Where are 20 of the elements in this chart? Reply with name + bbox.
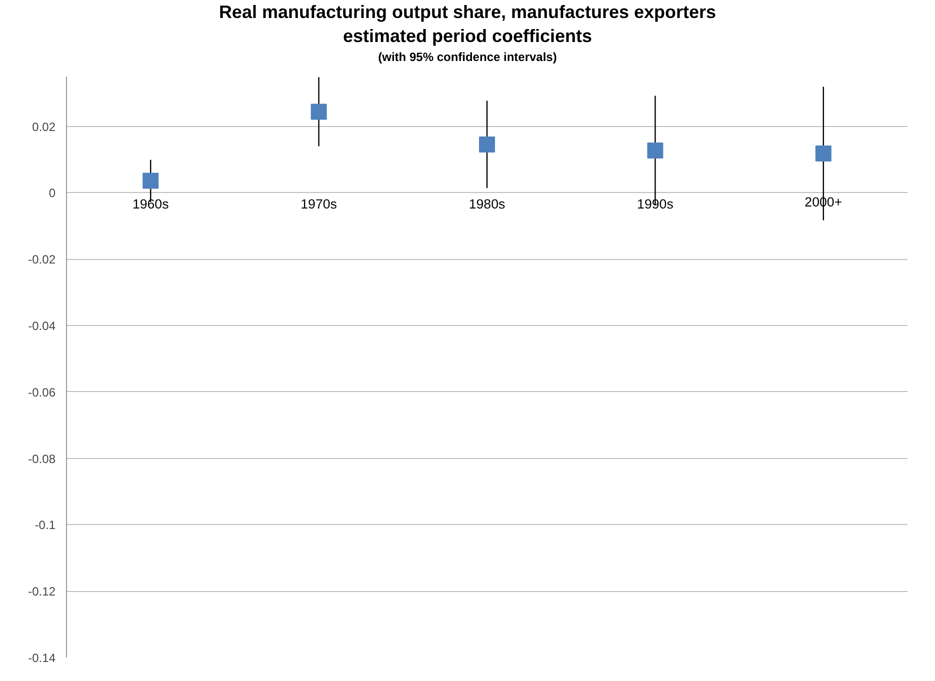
x-tick-label: 1980s [468, 196, 506, 212]
y-tick-label: -0.06 [28, 385, 56, 400]
y-tick-label: 0 [48, 186, 56, 200]
y-tick-label: -0.1 [34, 518, 56, 532]
chart-subtitle: (with 95% confidence intervals) [378, 48, 557, 66]
y-tick-label: -0.08 [28, 452, 56, 466]
y-tick-label: -0.02 [28, 252, 56, 266]
point [142, 172, 159, 188]
y-tick-label: -0.04 [28, 318, 56, 333]
x-tick-label: 1970s [300, 196, 338, 212]
x-tick-label: 1960s [132, 196, 170, 212]
point [647, 142, 664, 158]
point [479, 136, 495, 152]
y-tick-label: -0.12 [28, 584, 56, 598]
y-tick-label: -0.14 [28, 650, 56, 665]
y-tick-label: 0.02 [32, 120, 56, 134]
chart-title: Real manufacturing output share, manufactures exporters estimated period coefficients [218, 1, 716, 48]
point [310, 103, 327, 120]
x-tick-label: 1990s [637, 196, 674, 212]
point [815, 145, 832, 162]
